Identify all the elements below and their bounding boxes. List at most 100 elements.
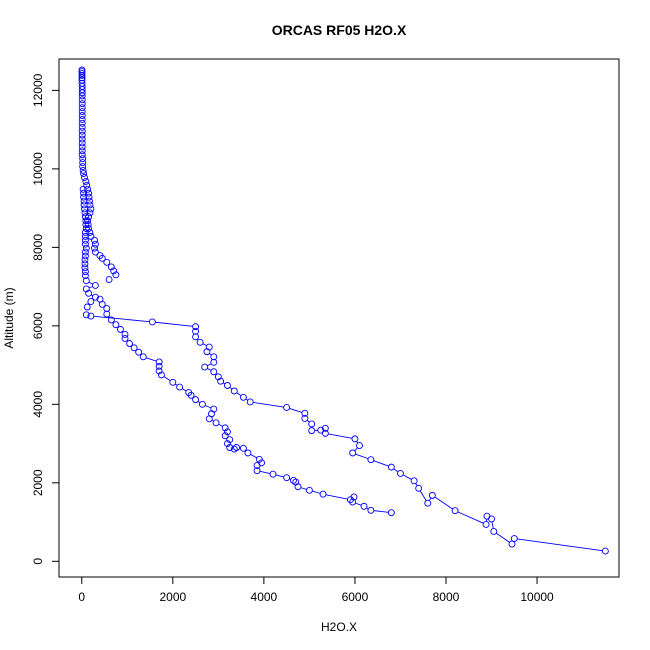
data-point: [451, 507, 459, 515]
series-line-segment: [457, 511, 484, 524]
data-point: [86, 229, 94, 236]
data-point: [356, 442, 363, 449]
data-point: [86, 201, 94, 209]
data-point: [91, 281, 99, 289]
data-point: [176, 383, 184, 391]
data-point: [210, 353, 218, 361]
data-point: [224, 440, 231, 448]
y-tick-label: 8000: [31, 234, 45, 261]
data-point: [78, 143, 86, 151]
data-point: [490, 528, 498, 535]
y-tick-label: 4000: [31, 391, 45, 418]
series-line-segment: [207, 368, 212, 371]
x-axis: 0 2000 4000 6000 8000 10000: [78, 576, 554, 604]
x-tick-label: 6000: [342, 590, 369, 604]
series-line-segment: [155, 321, 193, 327]
data-point: [221, 432, 229, 440]
data-point: [239, 444, 247, 452]
data-point: [81, 232, 89, 240]
data-point: [319, 490, 327, 498]
data-point: [91, 293, 99, 301]
y-axis-title: Altitude (m): [2, 287, 16, 348]
series-line-segment: [306, 419, 310, 423]
data-point: [81, 209, 89, 217]
data-point: [103, 258, 111, 266]
data-point: [397, 469, 404, 477]
series-3: [78, 66, 120, 319]
data-point: [91, 240, 99, 248]
data-point: [269, 470, 277, 478]
data-point: [121, 334, 129, 342]
data-point: [81, 236, 89, 244]
data-point: [82, 285, 90, 293]
data-point: [78, 96, 86, 104]
data-point: [224, 382, 231, 389]
x-tick-label: 2000: [159, 590, 186, 604]
data-point: [81, 174, 88, 181]
x-tick-label: 8000: [433, 590, 460, 604]
series-line-segment: [202, 343, 207, 347]
x-tick-label: 10000: [520, 590, 554, 604]
data-point: [210, 358, 218, 366]
y-tick-label: 10000: [31, 152, 45, 186]
data-point: [192, 323, 200, 331]
data-point: [301, 409, 309, 417]
data-point: [321, 424, 329, 432]
data-point: [308, 420, 316, 428]
series-line-segment: [88, 286, 93, 289]
y-tick-label: 6000: [31, 312, 45, 339]
data-point: [79, 155, 87, 163]
data-point: [210, 368, 218, 376]
data-point: [83, 181, 91, 189]
data-point: [80, 197, 88, 205]
data-point: [83, 303, 91, 311]
data-point: [86, 197, 93, 205]
data-point: [255, 455, 263, 463]
y-tick-label: 12000: [31, 73, 45, 107]
data-point: [110, 267, 118, 275]
series-line-segment: [181, 388, 187, 392]
data-point: [78, 108, 86, 116]
data-point: [508, 540, 516, 548]
data-point: [81, 213, 89, 221]
data-point: [346, 496, 354, 504]
series-line-segment: [428, 497, 432, 501]
data-point: [78, 151, 86, 159]
data-point: [79, 166, 87, 174]
data-point: [85, 225, 93, 232]
data-point: [258, 459, 266, 467]
data-point: [78, 72, 86, 79]
data-point: [96, 252, 104, 260]
data-point: [80, 189, 88, 197]
data-point: [192, 333, 200, 341]
data-point: [230, 387, 238, 395]
data-point: [85, 289, 93, 297]
data-point: [214, 373, 222, 381]
data-point: [78, 139, 86, 147]
data-point: [103, 310, 111, 318]
series-line-segment: [373, 510, 389, 513]
data-point: [198, 400, 206, 408]
data-point: [81, 264, 89, 272]
data-point: [87, 312, 95, 320]
series-line-segment: [491, 521, 494, 529]
data-point: [135, 348, 143, 356]
series-line-segment: [434, 496, 453, 510]
data-point: [82, 177, 90, 185]
data-point: [349, 449, 357, 457]
y-axis: 0 2000 4000 6000 8000 10000 12000: [31, 73, 60, 565]
data-point: [415, 484, 423, 492]
series-line-segment: [229, 387, 233, 390]
series-line-segment: [205, 405, 212, 409]
series-line-segment: [253, 401, 284, 408]
data-point: [91, 244, 98, 252]
series-2: [79, 185, 395, 517]
data-point: [78, 115, 86, 123]
data-point: [155, 367, 163, 375]
series-line-segment: [355, 502, 362, 506]
data-point: [196, 338, 204, 346]
data-point: [84, 217, 92, 225]
data-point: [91, 248, 99, 256]
